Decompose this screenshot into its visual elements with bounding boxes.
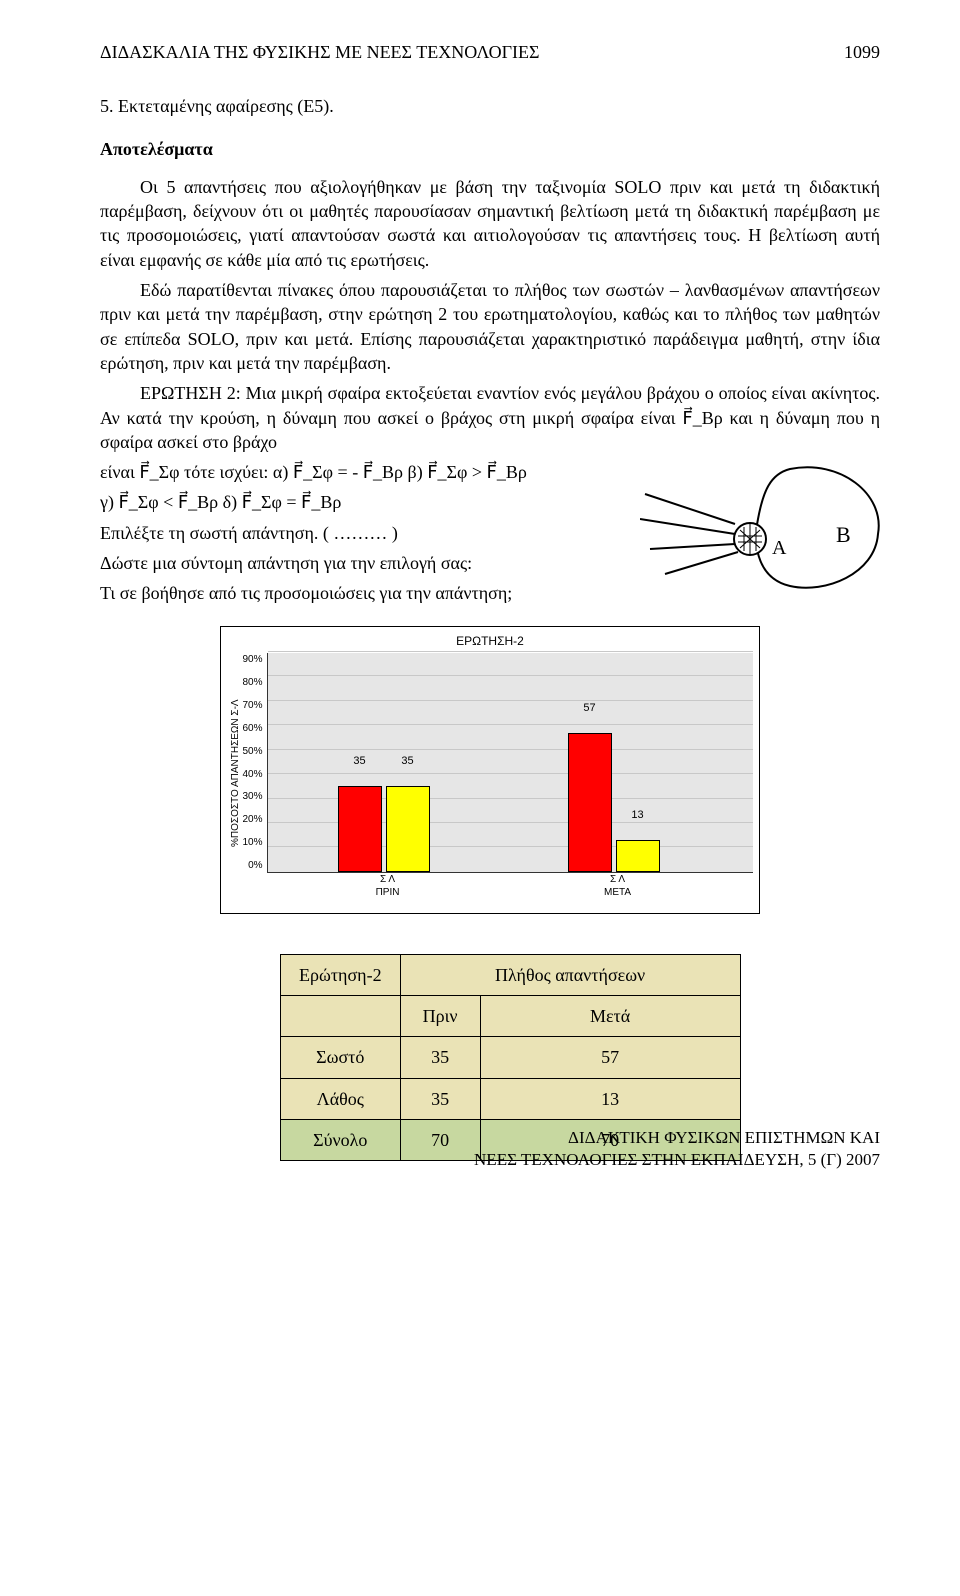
figure-label-b: B (836, 522, 851, 547)
ytick: 90% (243, 653, 263, 667)
chart-xgroup: Σ ΛΠΡΙΝ (353, 873, 423, 899)
table-cell: 35 (400, 1078, 480, 1119)
bar-chart: ΕΡΩΤΗΣΗ-2 %ΠΟΣΟΣΤΟ ΑΠΑΝΤΗΣΕΩΝ Σ-Λ 90% 80%… (220, 626, 760, 914)
table-col-meta: Μετά (480, 996, 740, 1037)
paragraph-2: Εδώ παρατίθενται πίνακες όπου παρουσιάζε… (100, 278, 880, 375)
ytick: 70% (243, 699, 263, 713)
table-blank (281, 996, 401, 1037)
chart-yaxis: 90% 80% 70% 60% 50% 40% 30% 20% 10% 0% (243, 653, 267, 873)
chart-bar-label: 57 (568, 701, 612, 716)
table-cell: 35 (400, 1037, 480, 1078)
ytick: 80% (243, 676, 263, 690)
sphere-collision-figure: A B (640, 464, 880, 600)
paragraph-3: ΕΡΩΤΗΣΗ 2: Μια μικρή σφαίρα εκτοξεύεται … (100, 381, 880, 454)
list-item-5: 5. Εκτεταμένης αφαίρεσης (Ε5). (100, 94, 880, 118)
chart-title: ΕΡΩΤΗΣΗ-2 (227, 633, 753, 649)
running-head: ΔΙΔΑΣΚΑΛΙΑ ΤΗΣ ΦΥΣΙΚΗΣ ΜΕ ΝΕΕΣ ΤΕΧΝΟΛΟΓΙ… (100, 40, 880, 64)
table-row-label: Λάθος (281, 1078, 401, 1119)
chart-bar (338, 786, 382, 872)
table-header-span: Πλήθος απαντήσεων (400, 954, 740, 995)
ytick: 20% (243, 813, 263, 827)
table-q-label: Ερώτηση-2 (281, 954, 401, 995)
chart-bar (386, 786, 430, 872)
footer-line-1: ΔΙΔΑΚΤΙΚΗ ΦΥΣΙΚΩΝ ΕΠΙΣΤΗΜΩΝ ΚΑΙ (474, 1127, 880, 1149)
ytick: 10% (243, 836, 263, 850)
table-cell: 13 (480, 1078, 740, 1119)
table-cell: 70 (400, 1120, 480, 1161)
figure-label-a: A (772, 537, 787, 559)
chart-bar (616, 840, 660, 872)
chart-bar-label: 13 (616, 808, 660, 823)
running-title: ΔΙΔΑΣΚΑΛΙΑ ΤΗΣ ΦΥΣΙΚΗΣ ΜΕ ΝΕΕΣ ΤΕΧΝΟΛΟΓΙ… (100, 40, 540, 64)
chart-plot-area: 35 35 57 13 (267, 653, 753, 873)
chart-ylabel: %ΠΟΣΟΣΤΟ ΑΠΑΝΤΗΣΕΩΝ Σ-Λ (227, 653, 243, 913)
footer-line-2: ΝΕΕΣ ΤΕΧΝΟΛΟΓΙΕΣ ΣΤΗΝ ΕΚΠΑΙΔΕΥΣΗ, 5 (Γ) … (474, 1149, 880, 1171)
table-cell: 57 (480, 1037, 740, 1078)
ytick: 0% (243, 859, 263, 873)
page-footer: ΔΙΔΑΚΤΙΚΗ ΦΥΣΙΚΩΝ ΕΠΙΣΤΗΜΩΝ ΚΑΙ ΝΕΕΣ ΤΕΧ… (474, 1127, 880, 1171)
table-row: Λάθος3513 (281, 1078, 741, 1119)
table-row-label: Σωστό (281, 1037, 401, 1078)
table-row: Σωστό3557 (281, 1037, 741, 1078)
ytick: 40% (243, 768, 263, 782)
results-heading: Αποτελέσματα (100, 137, 880, 161)
ytick: 50% (243, 745, 263, 759)
chart-xgroup: Σ ΛΜΕΤΑ (583, 873, 653, 899)
page-number: 1099 (844, 40, 880, 64)
chart-xaxis: Σ ΛΠΡΙΝ Σ ΛΜΕΤΑ (267, 873, 753, 913)
table-row-label: Σύνολο (281, 1120, 401, 1161)
ytick: 60% (243, 722, 263, 736)
chart-bar (568, 733, 612, 872)
table-col-prin: Πριν (400, 996, 480, 1037)
chart-bar-label: 35 (386, 755, 430, 770)
paragraph-1: Οι 5 απαντήσεις που αξιολογήθηκαν με βάσ… (100, 175, 880, 272)
ytick: 30% (243, 790, 263, 804)
chart-bar-label: 35 (338, 755, 382, 770)
